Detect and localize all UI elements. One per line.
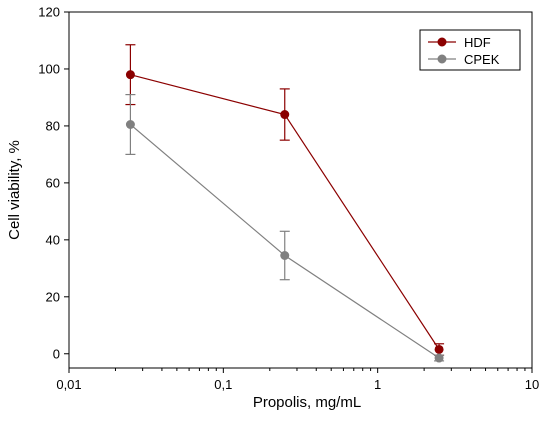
y-tick-label: 80 [46,118,60,133]
x-axis-title: Propolis, mg/mL [253,394,361,411]
y-tick-label: 40 [46,232,60,247]
data-point [280,251,290,261]
data-point [125,70,135,80]
x-tick-label: 10 [525,377,539,392]
legend-box [419,29,521,71]
legend-label: CPEK [464,52,500,67]
data-point [125,119,135,129]
y-tick-label: 20 [46,289,60,304]
x-tick-label: 1 [374,377,381,392]
y-tick-label: 120 [38,5,60,20]
data-point [280,110,290,120]
x-tick-label: 0,01 [56,377,81,392]
y-axis-title: Cell viability, % [6,140,23,240]
plot-layer: 0 20 40 60 80 100 120 0,01 0,1 1 10 HDF CPEK [38,5,539,393]
data-point [434,344,444,354]
plot-frame [68,11,533,369]
y-tick-label: 60 [46,175,60,190]
x-tick-label: 0,1 [214,377,232,392]
y-tick-label: 100 [38,61,60,76]
legend-marker [437,54,447,64]
y-tick-label: 0 [53,346,60,361]
legend-label: HDF [464,35,491,50]
legend-marker [437,37,447,47]
data-point [434,353,444,363]
